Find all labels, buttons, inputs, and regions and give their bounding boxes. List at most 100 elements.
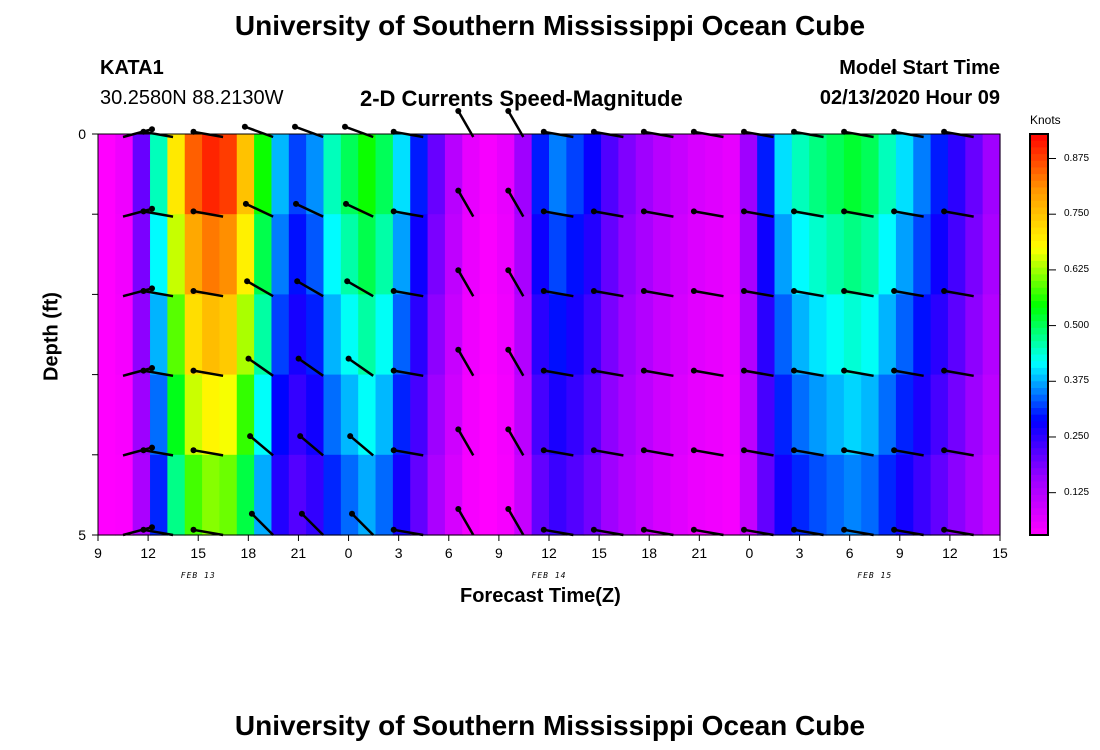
heatmap-cell xyxy=(895,134,914,215)
current-arrow-head xyxy=(640,288,647,294)
current-arrow xyxy=(193,289,224,298)
heatmap-cell xyxy=(826,214,845,295)
heatmap-cell xyxy=(271,374,290,456)
heatmap-cell xyxy=(375,134,394,215)
heatmap-cell xyxy=(323,374,342,456)
current-arrow-head xyxy=(741,208,747,215)
current-arrow xyxy=(249,435,274,457)
current-arrow-head xyxy=(390,288,397,294)
current-arrow xyxy=(247,357,274,377)
heatmap-cell xyxy=(930,374,949,456)
current-arrow-head xyxy=(741,128,747,135)
current-arrow-head xyxy=(791,447,797,454)
colorbar-segment xyxy=(1030,448,1048,456)
heatmap-cell xyxy=(895,454,914,536)
current-arrow-head xyxy=(297,433,304,440)
plot-frame xyxy=(92,133,1001,541)
x-tick-label: 18 xyxy=(641,545,657,561)
current-arrow xyxy=(507,508,525,536)
colorbar-border xyxy=(1029,133,1049,536)
current-arrow-head xyxy=(741,447,747,454)
heatmap-cell xyxy=(184,214,203,295)
current-arrow-head xyxy=(247,433,254,440)
current-arrow-head xyxy=(242,200,249,207)
heatmap-cell xyxy=(965,294,984,376)
colorbar-segment xyxy=(1030,387,1048,396)
current-arrow-head xyxy=(690,526,697,533)
heatmap-cell xyxy=(722,294,741,376)
heatmap-cell xyxy=(115,294,134,376)
heatmap-cell xyxy=(444,294,463,376)
heatmap-cell xyxy=(462,134,481,215)
chart-title: 2-D Currents Speed-Magnitude xyxy=(360,86,683,111)
colorbar-segment xyxy=(1030,180,1048,189)
heatmap-cell xyxy=(601,374,619,456)
heatmap-cell xyxy=(375,294,394,376)
current-arrow-head xyxy=(149,365,155,371)
current-arrow xyxy=(507,269,525,297)
heatmap-cell xyxy=(288,214,307,295)
current-arrow xyxy=(457,269,475,297)
heatmap-cell xyxy=(132,134,151,215)
heatmap-cell xyxy=(774,454,793,536)
heatmap-cell xyxy=(895,214,914,295)
heatmap-cell xyxy=(358,294,377,376)
current-arrow xyxy=(347,357,374,377)
current-arrow xyxy=(507,349,525,377)
heatmap-cell xyxy=(930,454,949,536)
heatmap-cell xyxy=(774,374,793,456)
heatmap-cell xyxy=(809,374,828,456)
current-arrow xyxy=(143,448,174,457)
current-arrow-head xyxy=(455,506,462,512)
heatmap-cell xyxy=(843,374,862,456)
current-arrow xyxy=(143,528,174,537)
heatmap-cell xyxy=(115,454,134,536)
current-arrow xyxy=(299,435,324,457)
heatmap-cell xyxy=(705,214,724,295)
colorbar-segment xyxy=(1030,194,1048,202)
heatmap-cell xyxy=(288,134,307,215)
colorbar-segment xyxy=(1030,254,1048,262)
heatmap-cell xyxy=(306,374,325,456)
x-tick-label: 12 xyxy=(942,545,958,561)
heatmap-cell xyxy=(878,294,897,376)
current-arrow xyxy=(351,512,375,536)
current-arrow-head xyxy=(190,367,197,374)
current-arrow-head xyxy=(841,128,848,135)
heatmap-cell xyxy=(132,374,151,456)
heatmap-cell xyxy=(774,294,793,376)
current-arrow xyxy=(393,289,424,298)
current-arrow xyxy=(643,289,674,298)
current-arrow-head xyxy=(298,510,305,517)
heatmap-cell xyxy=(150,374,168,456)
current-arrow-head xyxy=(347,433,354,440)
heatmap-cell xyxy=(705,454,724,536)
heatmap-cell xyxy=(167,214,186,295)
current-arrow-head xyxy=(941,526,948,533)
heatmap-cell xyxy=(236,294,255,376)
heatmap-cell xyxy=(427,294,446,376)
colorbar-segment xyxy=(1030,267,1048,275)
heatmap-cell xyxy=(618,134,637,215)
heatmap-cell xyxy=(635,294,654,376)
heatmap-cell xyxy=(705,294,724,376)
colorbar-segment xyxy=(1030,140,1048,148)
heatmap-cell xyxy=(861,374,880,456)
current-arrow-head xyxy=(791,367,797,374)
current-arrow-head xyxy=(640,367,647,374)
heatmap-cell xyxy=(549,294,567,376)
heatmap-cell xyxy=(496,294,515,376)
current-arrow xyxy=(344,125,374,139)
heatmap-cell xyxy=(618,454,637,536)
heatmap-cell xyxy=(583,374,602,456)
heatmap-cell xyxy=(930,214,949,295)
current-arrow-head xyxy=(590,288,597,294)
colorbar-segment xyxy=(1030,501,1048,509)
colorbar-segment xyxy=(1030,514,1048,523)
current-arrow xyxy=(346,280,374,298)
current-arrow xyxy=(507,428,525,457)
top-title: University of Southern Mississippi Ocean… xyxy=(234,10,866,41)
heatmap-cell xyxy=(618,214,637,295)
colorbar-segment xyxy=(1030,521,1048,529)
heatmap-cell xyxy=(566,134,585,215)
